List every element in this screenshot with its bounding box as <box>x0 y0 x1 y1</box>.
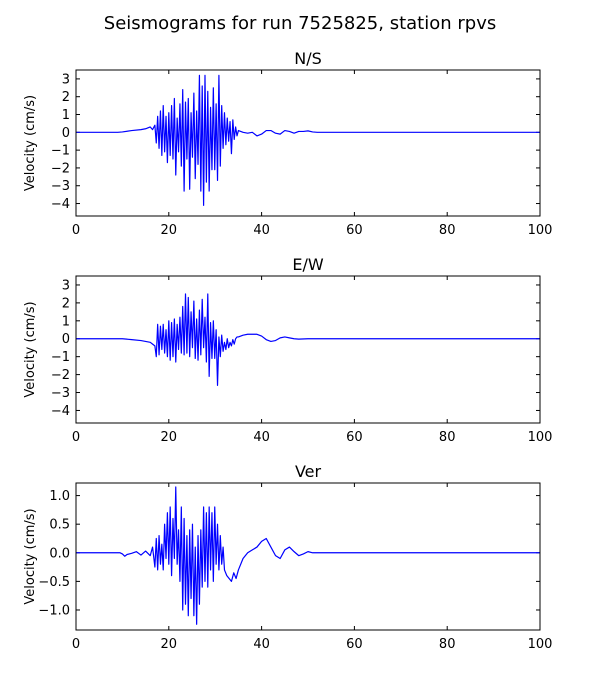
panel-ver: Ver Velocity (cm/s) 0 20 40 60 80 100 1.0 0.5 0.0 −… <box>23 462 552 652</box>
y-tick-label-ew: −1 <box>51 350 70 365</box>
y-axis-label-ver: Velocity (cm/s) <box>23 508 38 604</box>
subplot-title-ew: E/W <box>292 255 324 274</box>
y-tick-label-ew: −3 <box>51 386 70 401</box>
plot-frame-ew <box>75 275 541 424</box>
y-axis-label-ew: Velocity (cm/s) <box>23 301 38 397</box>
x-tick-label-ew: 0 <box>72 430 80 445</box>
y-tick-label-ew: −4 <box>51 404 70 419</box>
panel-ns: N/S Velocity (cm/s) 0 20 40 60 80 100 3 2 1 0 −1 −2 −3… <box>23 49 552 238</box>
x-tick-label-ew: 20 <box>161 430 178 445</box>
panel-ew: E/W Velocity (cm/s) 0 20 40 60 80 100 3 2 1 0 −1 −2 −3… <box>23 255 552 445</box>
y-tick-label-ver: −0.5 <box>38 575 70 590</box>
y-tick-label-ew: 2 <box>62 296 70 311</box>
y-tick-label-ns: 0 <box>62 126 70 141</box>
y-tick-label-ns: 1 <box>62 108 70 123</box>
trace-line-ns <box>76 74 540 206</box>
x-tick-label-ns: 0 <box>72 223 80 238</box>
trace-line-ver <box>76 486 540 625</box>
y-tick-label-ver: 0.0 <box>49 546 70 561</box>
y-tick-label-ew: 0 <box>62 332 70 347</box>
y-tick-label-ns: 3 <box>62 72 70 87</box>
y-tick-label-ns: −3 <box>51 179 70 194</box>
y-tick-label-ew: −2 <box>51 368 70 383</box>
y-tick-label-ns: −4 <box>51 197 70 212</box>
trace-line-ew <box>76 293 540 386</box>
x-tick-label-ver: 40 <box>253 637 270 652</box>
y-tick-label-ver: 0.5 <box>49 518 70 533</box>
x-tick-label-ew: 80 <box>439 430 456 445</box>
x-tick-label-ns: 100 <box>528 223 553 238</box>
figure-title: Seismograms for run 7525825, station rpv… <box>104 13 496 34</box>
x-tick-label-ver: 0 <box>72 637 80 652</box>
x-tick-label-ew: 100 <box>528 430 553 445</box>
x-tick-label-ns: 20 <box>161 223 178 238</box>
x-tick-label-ns: 60 <box>346 223 363 238</box>
x-tick-label-ns: 40 <box>253 223 270 238</box>
y-tick-label-ver: −1.0 <box>38 603 70 618</box>
subplot-title-ver: Ver <box>295 462 322 481</box>
x-tick-label-ew: 40 <box>253 430 270 445</box>
y-tick-label-ns: −1 <box>51 144 70 159</box>
y-tick-label-ew: 1 <box>62 314 70 329</box>
x-tick-label-ver: 80 <box>439 637 456 652</box>
plot-frame-ns <box>75 69 541 217</box>
y-tick-label-ns: 2 <box>62 90 70 105</box>
plot-frame-ver <box>75 482 541 631</box>
y-tick-label-ns: −2 <box>51 161 70 176</box>
x-tick-label-ew: 60 <box>346 430 363 445</box>
y-axis-label-ns: Velocity (cm/s) <box>23 95 38 191</box>
x-tick-label-ns: 80 <box>439 223 456 238</box>
x-tick-label-ver: 60 <box>346 637 363 652</box>
y-tick-label-ver: 1.0 <box>49 489 70 504</box>
subplot-title-ns: N/S <box>294 49 322 68</box>
x-tick-label-ver: 20 <box>161 637 178 652</box>
x-tick-label-ver: 100 <box>528 637 553 652</box>
y-tick-label-ew: 3 <box>62 278 70 293</box>
